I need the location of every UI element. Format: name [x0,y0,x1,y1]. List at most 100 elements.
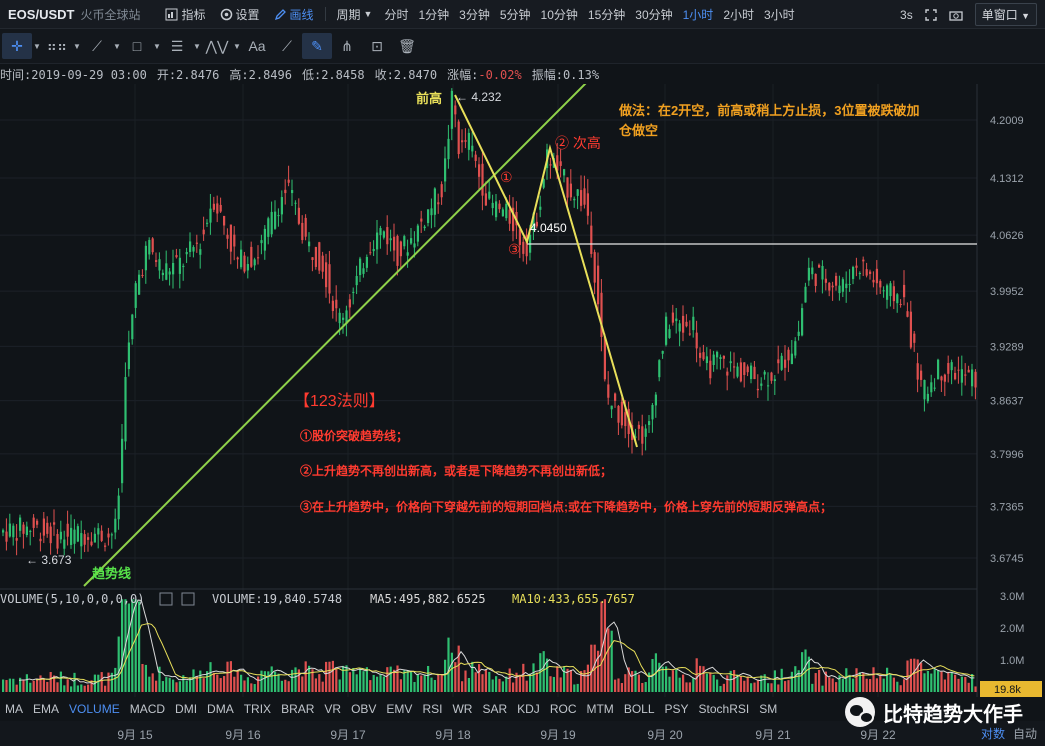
candle-body [297,207,300,224]
candle-body [127,342,130,370]
indicator-tab[interactable]: BOLL [623,702,655,716]
dropdown-caret[interactable]: ▼ [33,41,41,51]
dotted-line-tool[interactable]: ⠶⠶ [42,33,72,59]
indicator-tab[interactable]: SAR [482,702,508,716]
candle-body [178,257,181,274]
period-option[interactable]: 3分钟 [459,7,490,22]
indicator-tab[interactable]: KDJ [517,702,540,716]
settings-button[interactable]: 设置 [213,6,267,23]
indicator-tab[interactable]: EMA [33,702,60,716]
indicator-tab[interactable]: WR [452,702,473,716]
indicator-tab[interactable]: MA [5,702,23,716]
log-scale-toggle[interactable]: 对数 [980,727,1005,741]
volume-bar [637,674,640,692]
dropdown-caret[interactable]: ▼ [153,41,161,51]
period-option[interactable]: 5分钟 [499,7,531,22]
indicator-tab[interactable]: MTM [586,702,614,716]
period-option[interactable]: 10分钟 [540,7,578,22]
indicator-tab[interactable]: StochRSI [698,702,750,716]
dropdown-caret[interactable]: ▼ [73,41,81,51]
volume-bar [627,667,630,692]
rule-title: 【123法则】 [294,392,385,410]
candle-body [964,374,967,376]
draw-button[interactable]: 画线 [267,6,321,23]
strategy-note-line1: 做法：在2开空，前高或稍上方止损，3位置被跌破加 [618,103,919,118]
dropdown-caret[interactable]: ▼ [233,41,241,51]
period-option[interactable]: 3小时 [764,7,795,22]
indicator-tab[interactable]: DMA [207,702,234,716]
price-chart[interactable]: 4.2009 4.1312 4.0626 3.9952 3.9289 3.8637 3.79… [0,84,1045,697]
period-dropdown[interactable]: 周期 ▼ [330,6,380,23]
expand-icon[interactable] [925,8,937,21]
volume-close-icon[interactable] [181,592,195,606]
fibonacci-tool[interactable]: ☰ [162,33,192,59]
magnet-toggle[interactable]: ⋔ [332,33,362,59]
period-option[interactable]: 1小时 [682,7,714,22]
volume-bar [508,668,511,692]
pencil-icon [274,8,286,20]
wave-tool[interactable]: ⋀⋁ [202,33,232,59]
wave-icon: ⋀⋁ [205,37,229,54]
period-option[interactable]: 1分钟 [418,7,450,22]
volume-bar [114,667,117,692]
candle-body [729,361,732,364]
date-tick: 9月 15 [117,728,153,742]
camera-icon[interactable] [949,9,963,21]
candle-body [416,225,419,242]
ruler-tool[interactable]: ⟋ [272,33,302,59]
text-tool[interactable]: Aa [242,33,272,59]
info-change: 涨幅:-0.02% [447,66,522,83]
candle-body [148,239,151,255]
candle-body [886,285,889,300]
magnet-tool[interactable]: ✎ [302,33,332,59]
indicator-tab[interactable]: OBV [351,702,377,716]
indicator-tab[interactable]: BRAR [281,702,315,716]
indicator-tab[interactable]: VR [324,702,342,716]
indicator-button[interactable]: 指标 [158,6,212,23]
volume-bar [168,677,171,692]
candle-body [722,355,725,359]
auto-scale-toggle[interactable]: 自动 [1012,727,1037,741]
candle-body [352,291,355,293]
price-tick: 3.9289 [990,341,1024,353]
dropdown-caret[interactable]: ▼ [113,41,121,51]
rule-2: ②上升趋势不再创出新高，或者是下降趋势不再创出新低； [300,463,612,478]
dropdown-caret[interactable]: ▼ [193,41,201,51]
indicator-tab[interactable]: MACD [129,702,166,716]
period-option[interactable]: 分时 [384,7,409,22]
indicator-tab[interactable]: DMI [175,702,198,716]
period-option[interactable]: 15分钟 [587,7,626,22]
candle-body [671,312,674,323]
indicator-tab[interactable]: PSY [664,702,689,716]
trendline[interactable] [83,84,602,587]
indicator-tab[interactable]: VOLUME [69,702,120,716]
indicator-tab[interactable]: SM [759,702,778,716]
candle-body [117,495,120,520]
indicator-tab[interactable]: EMV [386,702,413,716]
price-axis: 4.2009 4.1312 4.0626 3.9952 3.9289 3.8637 3.79… [990,115,1024,565]
lock-tool[interactable]: ⊡ [362,33,392,59]
crosshair-tool[interactable]: ✛ [2,33,32,59]
indicator-tab[interactable]: RSI [422,702,443,716]
volume-bar [821,685,824,692]
rectangle-tool[interactable]: □ [122,33,152,59]
indicator-tab[interactable]: TRIX [243,702,272,716]
candle-body [365,256,368,268]
indicator-tab[interactable]: ROC [549,702,577,716]
volume-bar [845,668,848,692]
symbol-label[interactable]: EOS/USDT [8,6,75,22]
layout-select[interactable]: 单窗口 ▼ [974,3,1037,26]
volume-settings-icon[interactable] [159,592,173,606]
refresh-rate[interactable]: 3s [900,7,913,22]
volume-bar [19,677,22,692]
period-option[interactable]: 30分钟 [635,7,673,22]
volume-bar [896,681,899,692]
delete-tool[interactable]: 🗑 [392,33,422,59]
period-option[interactable]: 2小时 [723,7,754,22]
pattern-zigzag[interactable] [454,94,638,448]
candle-body [620,401,623,426]
line-tool[interactable]: ⟋ [82,33,112,59]
volume-bar [2,679,5,692]
candle-body [229,224,232,252]
volume-bar [399,679,402,692]
